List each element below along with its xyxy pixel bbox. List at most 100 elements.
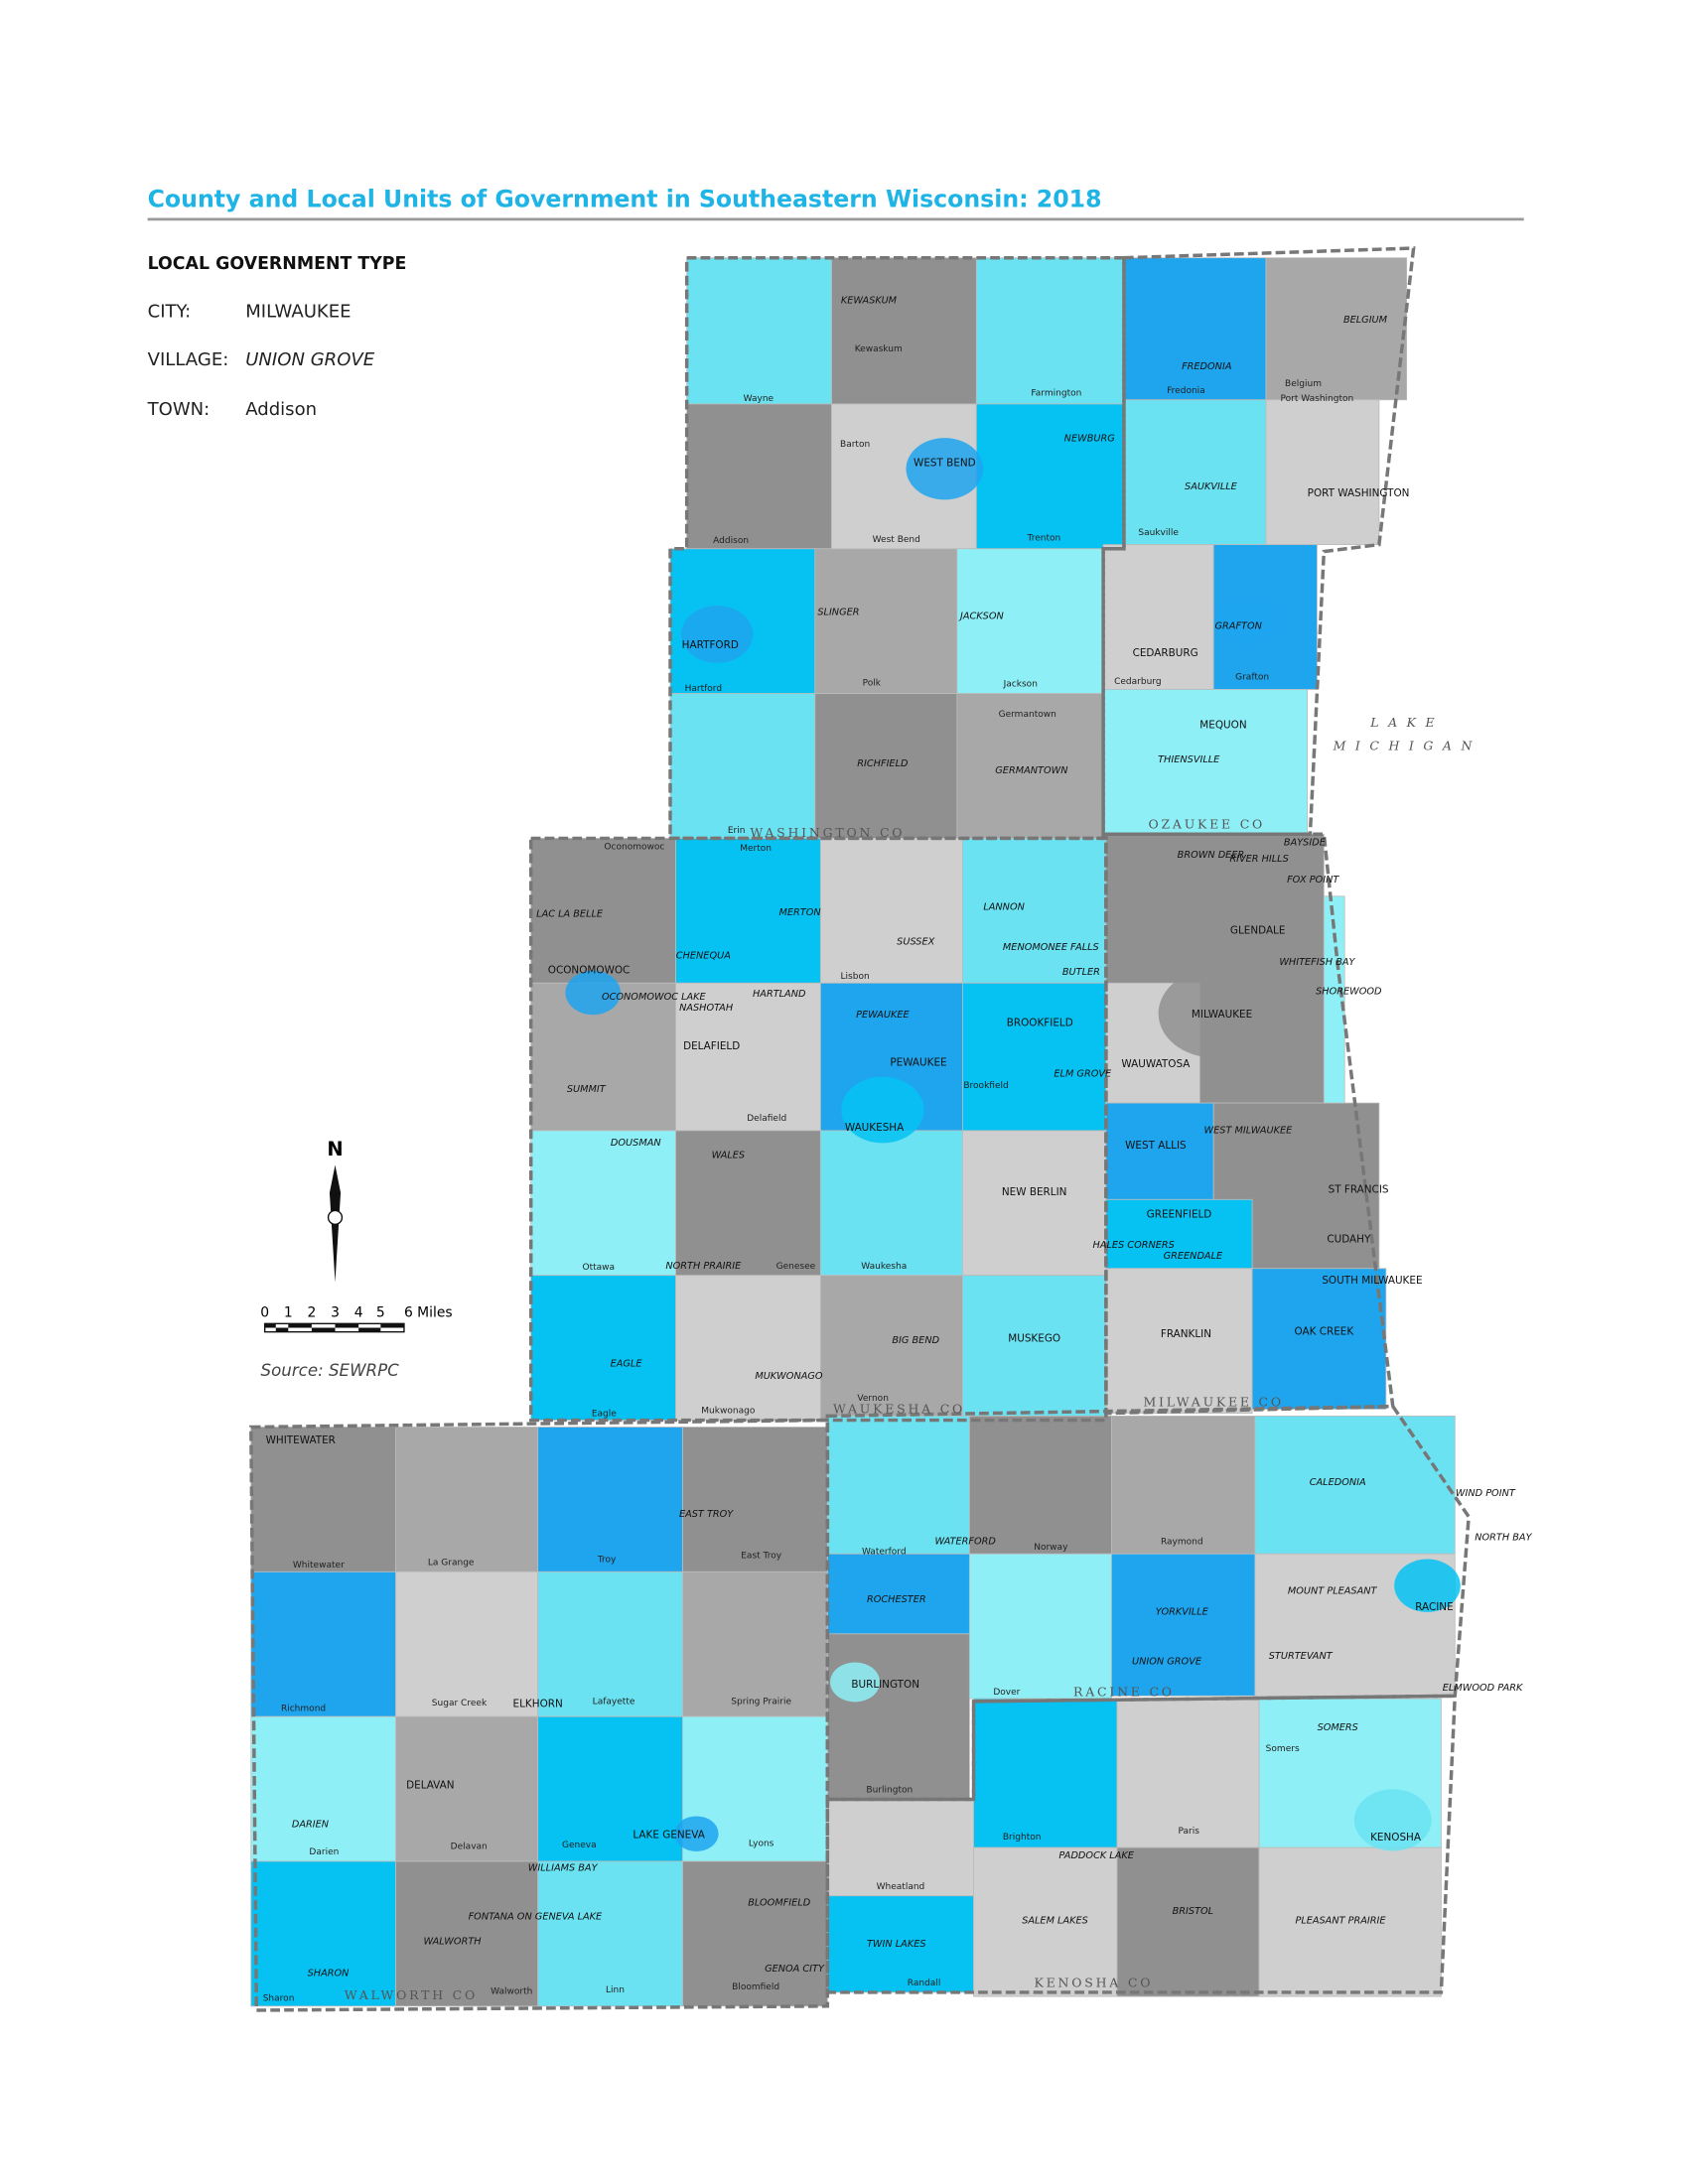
- township: [669, 693, 816, 839]
- place-label: Brighton: [1003, 1833, 1042, 1843]
- place-label: Brookfield: [963, 1081, 1008, 1091]
- township: [826, 1799, 974, 1897]
- place-label: HARTLAND: [753, 989, 806, 1000]
- county-label: WALWORTH CO: [345, 1987, 478, 2002]
- place-label: MENOMONEE FALLS: [1003, 942, 1099, 953]
- north-label: N: [327, 1138, 343, 1160]
- township: [819, 1275, 963, 1421]
- place-label: Delavan: [451, 1843, 488, 1852]
- municipality-area: [565, 970, 621, 1016]
- place-label: Norway: [1034, 1543, 1068, 1553]
- place-label: BLOOMFIELD: [748, 1897, 810, 1908]
- place-label: WAUKESHA: [845, 1122, 905, 1134]
- place-label: TWIN LAKES: [867, 1939, 926, 1950]
- township: [1105, 1102, 1214, 1200]
- municipality-area: [830, 1662, 881, 1703]
- township: [814, 693, 958, 839]
- scale-tick-label: 6 Miles: [404, 1304, 453, 1320]
- township: [826, 1415, 970, 1555]
- place-label: Richmond: [281, 1705, 326, 1714]
- township: [968, 1415, 1112, 1555]
- township: [537, 1860, 683, 2007]
- legend-type: TOWN:: [147, 399, 211, 420]
- township: [675, 982, 821, 1132]
- place-label: OCONOMOWOC: [548, 965, 631, 977]
- place-label: MOUNT PLEASANT: [1288, 1586, 1378, 1597]
- place-label: RICHFIELD: [857, 758, 909, 769]
- township: [682, 1570, 828, 1717]
- place-label: GENOA CITY: [765, 1964, 825, 1975]
- township: [1116, 1698, 1260, 1848]
- place-label: BELGIUM: [1343, 315, 1388, 326]
- place-label: SUMMIT: [567, 1084, 607, 1095]
- place-label: Eagle: [592, 1409, 617, 1419]
- county-boundary: [249, 1418, 830, 2012]
- township: [675, 838, 821, 984]
- scale-tick-label: 1: [284, 1304, 293, 1320]
- place-label: DELAVAN: [406, 1779, 454, 1791]
- place-label: Barton: [840, 440, 870, 450]
- place-label: KENOSHA: [1370, 1832, 1422, 1843]
- place-label: WHITEFISH BAY: [1279, 957, 1355, 968]
- township: [819, 838, 963, 984]
- place-label: WEST MILWAUKEE: [1204, 1126, 1294, 1137]
- place-label: WAUWATOSA: [1121, 1058, 1191, 1070]
- place-label: Merton: [740, 844, 772, 854]
- township: [682, 1860, 828, 2007]
- township: [537, 1570, 683, 1717]
- place-label: BURLINGTON: [851, 1679, 919, 1691]
- place-label: JACKSON: [958, 612, 1004, 622]
- township: [1111, 1553, 1256, 1697]
- place-label: Vernon: [857, 1394, 889, 1404]
- place-label: Cedarburg: [1114, 677, 1162, 687]
- place-label: Oconomowoc: [604, 843, 664, 853]
- place-label: STURTEVANT: [1269, 1651, 1334, 1662]
- township: [968, 1553, 1112, 1700]
- lake-label: M I C H I G A N: [1333, 739, 1476, 753]
- place-label: SHOREWOOD: [1316, 986, 1382, 997]
- place-label: GREENFIELD: [1147, 1208, 1212, 1220]
- place-label: NASHOTAH: [679, 1003, 734, 1014]
- place-label: KEWASKUM: [841, 296, 898, 307]
- township: [975, 403, 1125, 550]
- place-label: FONTANA ON GENEVA LAKE: [469, 1911, 603, 1922]
- place-label: EAGLE: [611, 1358, 643, 1369]
- place-label: ELMWOOD PARK: [1443, 1683, 1524, 1694]
- township: [537, 1715, 683, 1862]
- municipality-area: [906, 438, 984, 500]
- township: [962, 1130, 1107, 1277]
- place-label: LAC LA BELLE: [536, 909, 604, 920]
- place-label: PEWAUKEE: [856, 1010, 910, 1021]
- township: [395, 1715, 539, 1862]
- place-label: DARIEN: [292, 1819, 330, 1830]
- county-label: OZAUKEE CO: [1148, 817, 1265, 832]
- place-label: WALWORTH: [424, 1936, 483, 1947]
- place-label: BIG BEND: [892, 1335, 939, 1346]
- township: [973, 1698, 1118, 1848]
- place-label: Genesee: [776, 1262, 816, 1272]
- township: [814, 548, 958, 695]
- place-label: HARTFORD: [682, 639, 739, 651]
- place-label: Trenton: [1027, 533, 1061, 543]
- place-label: Raymond: [1161, 1538, 1203, 1548]
- township: [826, 1895, 974, 1993]
- place-label: Geneva: [562, 1841, 597, 1850]
- place-label: Paris: [1178, 1827, 1199, 1837]
- place-label: Sharon: [263, 1993, 295, 2003]
- place-label: Lyons: [749, 1840, 774, 1849]
- township: [973, 1846, 1118, 1997]
- county-boundary: [825, 1694, 1458, 1994]
- place-label: DELAFIELD: [683, 1040, 740, 1052]
- place-label: GLENDALE: [1230, 924, 1286, 936]
- municipality-area: [841, 1076, 924, 1144]
- place-label: SALEM LAKES: [1022, 1916, 1088, 1927]
- legend-heading: LOCAL GOVERNMENT TYPE: [148, 254, 407, 274]
- township: [250, 1860, 397, 2007]
- place-label: GREENDALE: [1164, 1251, 1223, 1262]
- place-label: Hartford: [685, 684, 723, 694]
- township: [1265, 257, 1408, 401]
- place-label: Waukesha: [861, 1262, 907, 1272]
- township: [956, 693, 1104, 839]
- township: [530, 1130, 676, 1277]
